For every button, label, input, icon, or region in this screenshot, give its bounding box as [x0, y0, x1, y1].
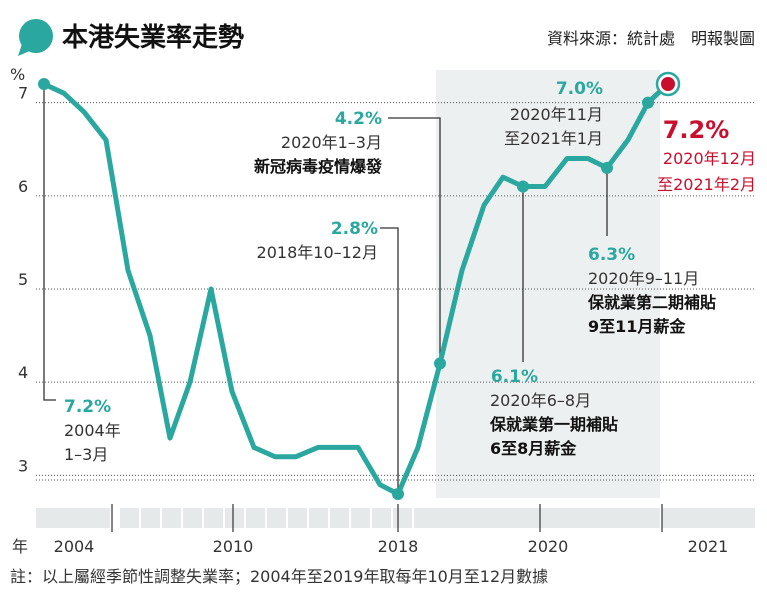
- x-tick-label: 2010: [213, 537, 254, 556]
- x-axis-unit: 年: [12, 537, 28, 556]
- annotation-2020jun-line1: 2020年6–8月: [490, 391, 591, 410]
- x-axis-segment: [120, 508, 139, 528]
- annotation-2020q1-value: 4.2%: [335, 109, 382, 129]
- annotation-2020q1-bold1: 新冠病毒疫情爆發: [254, 157, 383, 176]
- y-axis-unit: %: [10, 65, 25, 84]
- shaded-2020-band: [436, 70, 660, 498]
- point-2004: [38, 78, 50, 90]
- point-2018: [392, 488, 404, 500]
- annotation-2020sep-line1: 2020年9–11月: [588, 269, 699, 288]
- x-tick-label: 2021: [688, 537, 729, 556]
- annotation-2020jun-value: 6.1%: [491, 367, 538, 387]
- x-axis-segment: [309, 508, 328, 528]
- annotation-2021jan-value: 7.0%: [556, 79, 603, 99]
- x-axis-segment: [246, 508, 265, 528]
- footnote: 註：以上屬經季節性調整失業率；2004年至2019年取每年10月至12月數據: [10, 567, 548, 586]
- x-axis-bar: [36, 504, 755, 532]
- y-tick-label: 6: [18, 177, 28, 196]
- annotation-2004-line2: 1–3月: [64, 445, 108, 464]
- point-2021jan: [642, 96, 654, 109]
- point-2020q1: [434, 357, 446, 370]
- chat-bubble-icon: [18, 19, 53, 56]
- x-axis-segment: [372, 508, 391, 528]
- annotation-2020sep-bold2: 9至11月薪金: [588, 317, 686, 336]
- annotation-2021feb-line1: 2020年12月: [663, 149, 756, 168]
- x-axis-segment: [183, 508, 202, 528]
- annotation-2021jan-line1: 2020年11月: [510, 105, 603, 124]
- annotation-2020jun-bold1: 保就業第一期補貼: [489, 415, 618, 434]
- unemployment-line: [41, 81, 671, 497]
- annotation-2004-value: 7.2%: [64, 397, 111, 417]
- annotation-2020jun-bold2: 6至8月薪金: [490, 439, 577, 458]
- annotation-2018-value: 2.8%: [331, 219, 378, 239]
- annotation-2020sep-value: 6.3%: [588, 245, 635, 265]
- annotation-2021feb: 7.2% 2020年12月 至2021年2月: [657, 116, 756, 194]
- x-axis-segment: [414, 508, 660, 528]
- x-axis-segment: [36, 508, 110, 528]
- annotation-2020sep-bold1: 保就業第二期補貼: [587, 293, 716, 312]
- x-axis-segment: [393, 508, 412, 528]
- annotation-2018: 2.8% 2018年10–12月: [257, 219, 378, 262]
- annotation-2020sep: 6.3% 2020年9–11月 保就業第二期補貼 9至11月薪金: [587, 245, 716, 336]
- y-tick-label: 7: [18, 84, 28, 103]
- annotation-2021jan: 7.0% 2020年11月 至2021年1月: [504, 79, 603, 148]
- x-axis-segment: [330, 508, 349, 528]
- point-latest: [661, 77, 675, 91]
- x-axis-segment: [662, 508, 755, 528]
- x-axis-segment: [351, 508, 370, 528]
- x-axis-segment: [162, 508, 181, 528]
- annotation-2020q1: 4.2% 2020年1–3月 新冠病毒疫情爆發: [254, 109, 383, 176]
- annotation-2020jun: 6.1% 2020年6–8月 保就業第一期補貼 6至8月薪金: [489, 367, 618, 458]
- annotation-2004-line1: 2004年: [64, 421, 121, 440]
- x-tick-label: 2018: [378, 537, 419, 556]
- leader-2004: [43, 84, 56, 401]
- source-credit: 資料來源：統計處 明報製圖: [547, 29, 755, 48]
- y-tick-label: 4: [18, 363, 28, 382]
- annotation-2021feb-value: 7.2%: [663, 116, 730, 144]
- point-2020jun: [517, 180, 529, 193]
- annotation-2004: 7.2% 2004年 1–3月: [64, 397, 121, 464]
- x-axis-segment: [288, 508, 307, 528]
- x-tick-label: 2004: [54, 537, 95, 556]
- chart-title: 本港失業率走勢: [62, 22, 244, 53]
- annotation-2018-line1: 2018年10–12月: [257, 243, 378, 262]
- y-tick-label: 5: [18, 270, 28, 289]
- point-2020sep: [601, 161, 613, 174]
- annotation-2021feb-line2: 至2021年2月: [657, 175, 756, 194]
- y-tick-label: 3: [18, 456, 28, 475]
- x-axis-segment: [141, 508, 160, 528]
- annotation-2020q1-line1: 2020年1–3月: [281, 133, 382, 152]
- annotation-2021jan-line2: 至2021年1月: [504, 129, 603, 148]
- leader-lines: [43, 82, 669, 494]
- leader-2018: [380, 227, 399, 494]
- x-axis-segment: [267, 508, 286, 528]
- x-tick-label: 2020: [528, 537, 569, 556]
- x-axis-segment: [225, 508, 244, 528]
- x-axis-segment: [204, 508, 223, 528]
- leader-2020q1: [388, 117, 441, 358]
